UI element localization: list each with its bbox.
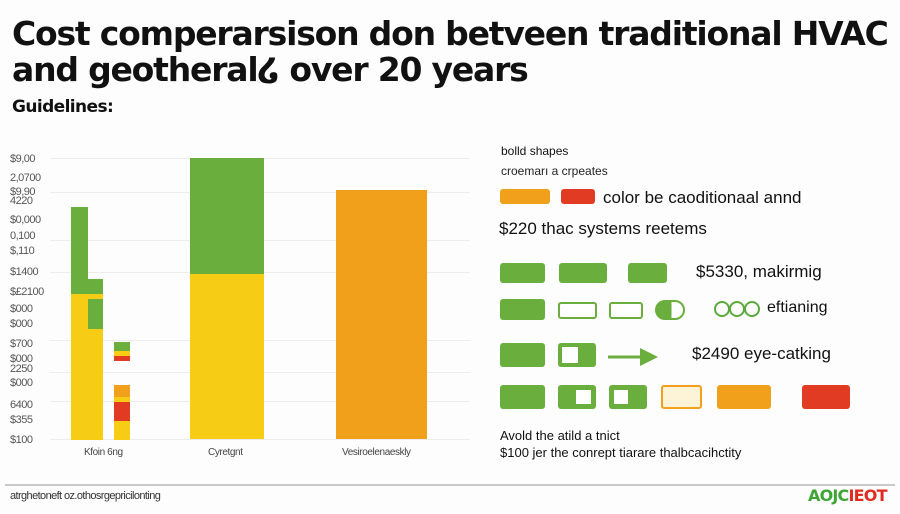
bar-segment-orange [114, 385, 130, 397]
swatch-orange [500, 189, 550, 204]
y-tick: $£2100 [10, 286, 44, 298]
y-tick: 6400 [10, 399, 33, 411]
bar-segment-yellow [114, 351, 130, 356]
y-tick: 2,0700 [10, 172, 41, 184]
logo-green-part: AOJC [808, 486, 849, 505]
bar-kfoin-c-lower [114, 385, 130, 440]
bar-segment-yellow [114, 421, 130, 440]
footer-divider [5, 484, 895, 486]
swatch-inner [562, 347, 578, 363]
swatch-inner [576, 390, 591, 404]
logo-red-part: IEOT [848, 486, 887, 505]
circle-icon [729, 301, 745, 317]
x-label: Vesiroelenaeskly [342, 447, 411, 458]
swatch-orange [717, 385, 771, 409]
swatch-green-outline [558, 302, 597, 319]
bar-segment-green [88, 299, 103, 329]
bar-kfoin-a [71, 207, 88, 440]
bar-segment-yellow [88, 294, 103, 299]
chart-subtitle: Guidelines: [12, 97, 114, 117]
stacked-bar-chart: $9,00 2,0700 $9,90 4220 $0,000 0,100 $,1… [0, 140, 470, 470]
bar-segment-green [114, 342, 130, 351]
bar-segment-red [114, 356, 130, 361]
circle-icon [714, 301, 730, 317]
bar-segment-green [190, 158, 264, 274]
note-line-2: $100 jer the conrept tiarare thalbcacihc… [500, 445, 742, 460]
circle-icon [744, 301, 760, 317]
legend-item-eftianing: eftianing [767, 299, 828, 316]
x-label: Kfoin 6ng [84, 447, 123, 458]
swatch-inner [614, 390, 628, 404]
y-tick: $000 [10, 303, 33, 315]
legend-item-5330: $5330, makirmig [696, 262, 822, 281]
bar-vesiroelenaeskly [336, 190, 427, 439]
swatch-green [500, 343, 545, 367]
swatch-green-outline [609, 302, 643, 319]
y-tick: $355 [10, 414, 33, 426]
swatch-red [802, 385, 850, 409]
gridline [50, 439, 470, 440]
legend-item-color: color be caoditionaal annd [603, 188, 802, 207]
swatch-red [561, 189, 595, 204]
footer-caption: atrghetoneft oz.othosrgepricilonting [10, 490, 161, 502]
bar-kfoin-b [88, 279, 103, 440]
y-tick: $100 [10, 434, 33, 446]
toggle-icon [655, 300, 685, 320]
swatch-green [559, 263, 607, 283]
y-tick: 0,100 [10, 230, 36, 242]
swatch-green [500, 385, 545, 409]
swatch-green-partial [558, 343, 596, 367]
bar-kfoin-c-upper [114, 342, 130, 361]
y-tick: $700 [10, 338, 33, 350]
swatch-green-partial [609, 385, 647, 409]
swatch-green [500, 263, 545, 283]
y-tick: 2250 [10, 363, 33, 375]
y-tick: $,110 [10, 245, 35, 257]
y-tick: 4220 [10, 195, 33, 207]
chart-title: Cost comperarsison don betveen tradition… [12, 14, 889, 89]
brand-logo: AOJCIEOT [808, 486, 887, 505]
legend-item-systems: $220 thac systems reetems [499, 219, 707, 238]
legend-item-2490: $2490 eye-catking [692, 344, 831, 363]
arrow-right-icon [608, 348, 658, 366]
x-label: Cyretgnt [208, 447, 243, 458]
bar-segment-green [88, 279, 103, 294]
legend-caption: croemarı a crpeates [501, 164, 608, 178]
swatch-green [628, 263, 667, 283]
y-tick: $000 [10, 318, 33, 330]
note-line-1: Avold the atild a tnict [500, 428, 620, 443]
bar-segment-orange [336, 190, 427, 439]
legend-panel: bolld shapes croemarı a crpeates color b… [480, 135, 900, 465]
y-tick: $9,00 [10, 153, 36, 165]
bar-segment-red [114, 402, 130, 421]
bar-segment-yellow [71, 294, 88, 440]
swatch-green [500, 299, 545, 320]
y-tick: $0,000 [10, 214, 41, 226]
bar-segment-green [71, 207, 88, 294]
y-tick: $000 [10, 353, 33, 365]
y-tick: $000 [10, 377, 33, 389]
bar-segment-yellow [190, 274, 264, 439]
bar-cyretgnt [190, 158, 264, 439]
legend-heading: bolld shapes [501, 144, 569, 158]
y-tick: $9,90 [10, 186, 36, 198]
bar-segment-yellow [114, 397, 130, 402]
swatch-green-partial [558, 385, 596, 409]
y-tick: $1400 [10, 266, 39, 278]
swatch-orange-outline [661, 385, 702, 409]
bar-segment-yellow [88, 329, 103, 440]
